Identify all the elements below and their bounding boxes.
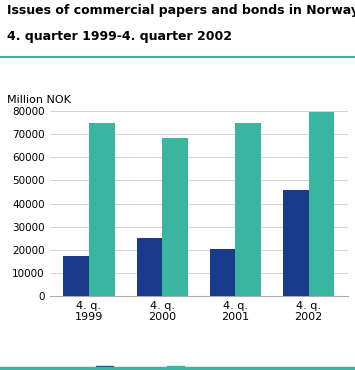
Legend: Bonds, Commercial papers: Bonds, Commercial papers: [91, 361, 307, 370]
Bar: [309, 112, 334, 296]
Text: Million NOK: Million NOK: [7, 95, 71, 105]
Bar: [235, 122, 261, 296]
Bar: [210, 249, 235, 296]
Bar: [63, 256, 89, 296]
Bar: [137, 238, 162, 296]
Text: Issues of commercial papers and bonds in Norway.: Issues of commercial papers and bonds in…: [7, 4, 355, 17]
Bar: [162, 138, 188, 296]
Bar: [283, 189, 309, 296]
Bar: [89, 122, 115, 296]
Text: 4. quarter 1999-4. quarter 2002: 4. quarter 1999-4. quarter 2002: [7, 30, 232, 43]
